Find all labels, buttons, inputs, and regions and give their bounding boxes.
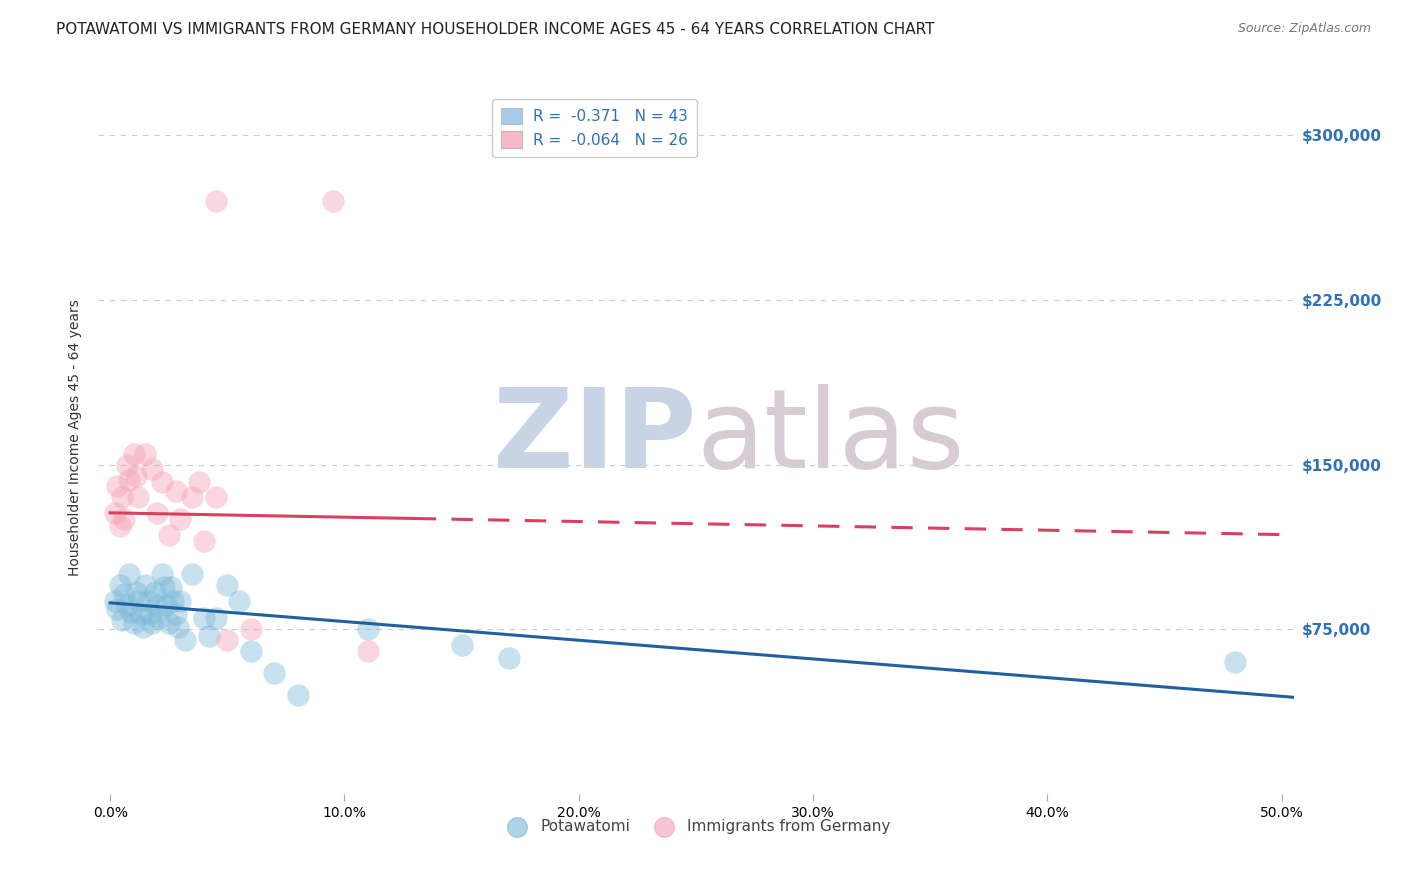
Point: [136, 593, 159, 607]
Point: [162, 593, 184, 607]
Point: [141, 462, 163, 476]
Text: ZIP: ZIP: [492, 384, 696, 491]
Point: [174, 633, 197, 648]
Point: [127, 593, 149, 607]
Point: [181, 567, 204, 582]
Point: [143, 585, 166, 599]
Point: [115, 458, 138, 472]
Point: [193, 611, 215, 625]
Point: [204, 611, 226, 625]
Point: [125, 468, 148, 483]
Point: [125, 585, 148, 599]
Point: [450, 638, 472, 652]
Text: atlas: atlas: [696, 384, 965, 491]
Point: [104, 593, 127, 607]
Point: [204, 194, 226, 208]
Point: [105, 602, 128, 616]
Point: [498, 650, 520, 665]
Point: [263, 666, 285, 681]
Point: [169, 512, 191, 526]
Point: [122, 615, 145, 630]
Point: [112, 587, 135, 601]
Point: [204, 491, 226, 505]
Point: [165, 607, 187, 621]
Point: [188, 475, 211, 489]
Point: [150, 475, 173, 489]
Point: [118, 567, 141, 582]
Point: [160, 581, 183, 595]
Point: [104, 506, 127, 520]
Point: [141, 615, 163, 630]
Point: [165, 483, 187, 498]
Point: [146, 598, 169, 612]
Point: [132, 620, 155, 634]
Point: [111, 491, 134, 505]
Point: [146, 506, 169, 520]
Point: [105, 479, 128, 493]
Point: [122, 446, 145, 460]
Point: [239, 622, 262, 636]
Point: [139, 607, 162, 621]
Point: [357, 644, 380, 658]
Point: [228, 593, 250, 607]
Point: [157, 528, 180, 542]
Point: [217, 578, 239, 592]
Y-axis label: Householder Income Ages 45 - 64 years: Householder Income Ages 45 - 64 years: [69, 299, 83, 575]
Point: [155, 598, 177, 612]
Point: [108, 578, 131, 592]
Point: [167, 620, 190, 634]
Point: [112, 512, 135, 526]
Point: [134, 446, 156, 460]
Point: [239, 644, 262, 658]
Legend: Potawatomi, Immigrants from Germany: Potawatomi, Immigrants from Germany: [496, 813, 896, 839]
Point: [129, 607, 152, 621]
Point: [181, 491, 204, 505]
Point: [153, 581, 176, 595]
Point: [197, 629, 219, 643]
Point: [1223, 655, 1246, 669]
Point: [148, 611, 170, 625]
Point: [193, 534, 215, 549]
Point: [134, 578, 156, 592]
Text: POTAWATOMI VS IMMIGRANTS FROM GERMANY HOUSEHOLDER INCOME AGES 45 - 64 YEARS CORR: POTAWATOMI VS IMMIGRANTS FROM GERMANY HO…: [56, 22, 935, 37]
Point: [127, 491, 149, 505]
Point: [150, 567, 173, 582]
Point: [357, 622, 380, 636]
Point: [157, 615, 180, 630]
Point: [169, 593, 191, 607]
Point: [115, 598, 138, 612]
Point: [287, 688, 309, 702]
Point: [120, 605, 142, 619]
Point: [217, 633, 239, 648]
Point: [111, 614, 134, 628]
Point: [108, 519, 131, 533]
Point: [118, 473, 141, 487]
Point: [322, 194, 344, 208]
Text: Source: ZipAtlas.com: Source: ZipAtlas.com: [1237, 22, 1371, 36]
